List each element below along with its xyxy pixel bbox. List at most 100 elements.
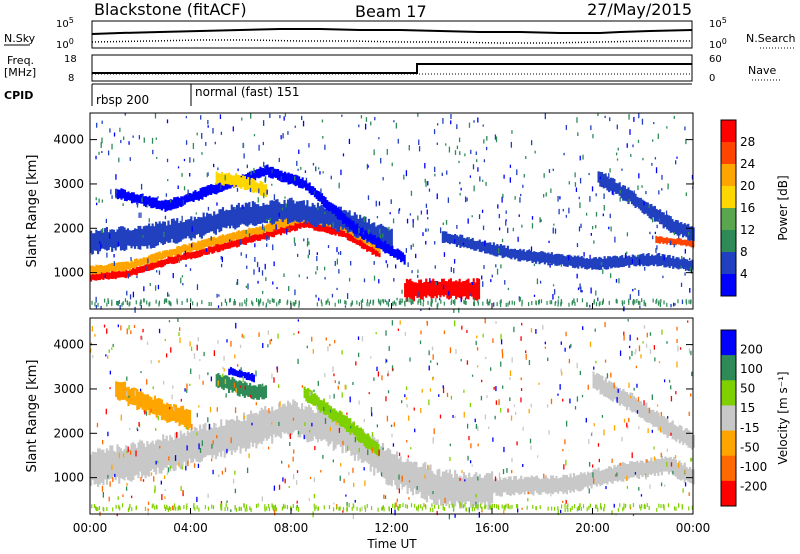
- power-band-1-cell-194: [141, 258, 144, 266]
- power-ground-30: [91, 300, 93, 305]
- freq-trace: [92, 63, 692, 74]
- power-speck-672: [166, 158, 169, 163]
- velocity-speck-119: [488, 426, 490, 429]
- power-speck-98: [390, 199, 392, 204]
- power-speck-203: [632, 144, 634, 148]
- power-colorbar-tick-3: 16: [740, 201, 755, 215]
- power-speck-295: [364, 123, 367, 130]
- power-ground-58: [386, 300, 388, 305]
- velocity-ground-116: [416, 506, 418, 511]
- velocity-band-6-cell-520: [358, 427, 361, 443]
- velocity-ground-140: [364, 507, 367, 512]
- power-band-1-cell-261: [258, 226, 261, 234]
- power-speck-84: [625, 252, 627, 259]
- power-band-0-cell-18: [121, 270, 124, 278]
- velocity-band-6-cell-527: [370, 438, 373, 451]
- power-speck-569: [396, 297, 398, 301]
- velocity-speck-321: [646, 459, 648, 463]
- power-speck-615: [308, 210, 310, 216]
- power-ground-123: [412, 299, 414, 304]
- power-ground-243: [487, 301, 489, 306]
- velocity-band-0-cell-132: [322, 411, 325, 440]
- power-band-0-cell-29: [141, 266, 144, 273]
- power-ground-181: [634, 299, 636, 304]
- velocity-speck-570: [301, 385, 304, 388]
- velocity-band-4-cell-473: [264, 385, 268, 398]
- power-ground-75: [344, 300, 346, 305]
- power-band-0-cell-148: [350, 234, 353, 242]
- power-band-0-cell-103: [271, 229, 274, 238]
- power-band-1-cell-177: [111, 262, 114, 271]
- power-colorbar-tick-6: 4: [740, 267, 748, 281]
- power-band-1-cell-256: [250, 228, 253, 236]
- velocity-band-0-cell-26: [135, 447, 138, 475]
- power-colorbar-tick-4: 12: [740, 223, 755, 237]
- velocity-speck-209: [520, 336, 522, 341]
- velocity-ground-180: [452, 506, 455, 511]
- power-speck-655: [579, 177, 582, 184]
- velocity-band-3-cell-422: [150, 397, 153, 413]
- power-ground-107: [229, 298, 231, 303]
- power-band-3-cell-629: [338, 209, 341, 220]
- velocity-speck-625: [547, 357, 549, 362]
- power-band-3-cell-586: [262, 168, 266, 177]
- power-band-7-cell-930: [681, 224, 685, 238]
- power-ground-18: [489, 299, 491, 304]
- power-band-6-cell-840: [619, 255, 622, 268]
- velocity-speck-480: [141, 336, 143, 341]
- power-band-1-cell-215: [177, 246, 181, 255]
- power-band-0-cell-86: [241, 237, 244, 245]
- velocity-ground-184: [489, 504, 491, 509]
- power-band-3-cell-645: [366, 232, 369, 241]
- velocity-speck-310: [611, 458, 613, 463]
- power-speck-287: [136, 275, 138, 279]
- power-speck-252: [246, 265, 248, 269]
- power-ground-245: [140, 300, 142, 305]
- power-band-1-cell-255: [248, 227, 251, 237]
- velocity-speck-252: [495, 400, 498, 405]
- power-band-0-cell-78: [227, 240, 230, 249]
- power-speck-448: [479, 176, 481, 182]
- velocity-ground-217: [177, 506, 179, 511]
- power-speck-524: [576, 273, 578, 279]
- power-band-1-cell-188: [130, 260, 133, 269]
- velocity-band-0-cell-91: [250, 410, 253, 443]
- power-ground-28: [431, 299, 433, 304]
- power-band-2-cell-332: [93, 233, 96, 251]
- power-speck-639: [600, 261, 603, 266]
- velocity-band-6-cell-496: [315, 395, 319, 408]
- power-speck-225: [212, 127, 214, 134]
- power-speck-366: [680, 282, 683, 287]
- power-ground-137: [387, 302, 390, 307]
- power-speck-438: [493, 302, 495, 307]
- power-band-2-cell-494: [378, 224, 381, 248]
- velocity-ground-77: [154, 505, 156, 510]
- power-band-0-cell-28: [139, 266, 142, 273]
- velocity-speck-617: [293, 333, 295, 336]
- velocity-ground-201: [382, 505, 384, 510]
- velocity-ground-101: [93, 504, 96, 509]
- velocity-band-1-cell-237: [506, 479, 509, 495]
- power-band-6-cell-747: [455, 235, 458, 247]
- power-band-5-cell-705: [419, 279, 423, 300]
- velocity-band-3-cell-434: [171, 406, 174, 421]
- power-speck-392: [608, 173, 610, 176]
- power-band-0-cell-51: [179, 255, 182, 261]
- velocity-speck-385: [444, 497, 446, 504]
- power-band-0-cell-35: [151, 262, 154, 270]
- velocity-ground-9: [121, 503, 124, 508]
- power-speck-467: [348, 138, 351, 145]
- velocity-speck-322: [613, 382, 615, 389]
- velocity-speck-411: [643, 325, 646, 329]
- velocity-ground-228: [275, 507, 277, 512]
- power-speck-0: [657, 133, 659, 140]
- power-band-6-cell-849: [635, 256, 638, 267]
- power-speck-76: [262, 141, 265, 146]
- power-band-2-cell-428: [262, 202, 265, 223]
- velocity-band-0-cell-38: [156, 439, 159, 468]
- velocity-band-6-cell-500: [322, 398, 326, 415]
- power-speck-122: [182, 199, 184, 206]
- velocity-speck-14: [565, 499, 567, 504]
- velocity-band-1-cell-306: [627, 463, 630, 480]
- power-speck-538: [256, 261, 259, 268]
